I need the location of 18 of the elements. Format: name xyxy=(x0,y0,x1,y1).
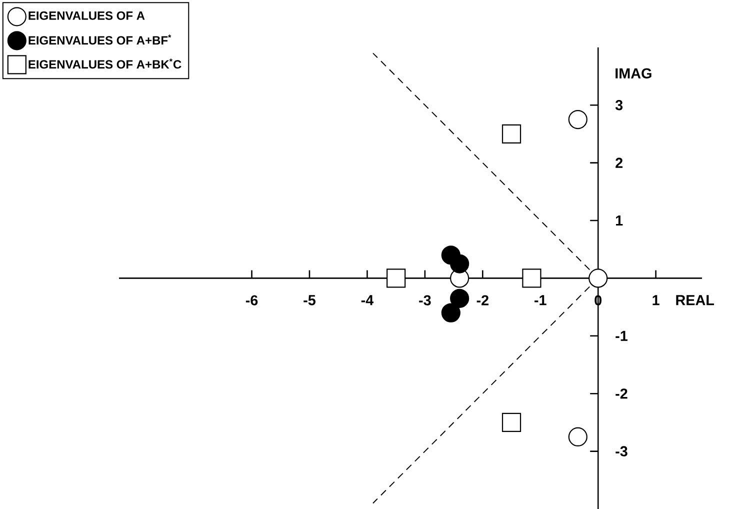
x-tick-label: -4 xyxy=(361,295,374,306)
y-tick-label: -3 xyxy=(616,446,628,456)
y-axis-title: IMAG xyxy=(616,68,652,78)
y-tick-label: 3 xyxy=(615,100,623,110)
x-tick-label: -1 xyxy=(534,295,546,306)
x-tick-label: -2 xyxy=(476,295,488,306)
y-tick-label: -1 xyxy=(616,330,628,341)
y-tick-label: 2 xyxy=(616,158,623,168)
legend-label: EIGENVALUES OF A+BF$^{*}$ xyxy=(28,34,172,45)
y-tick-label: -2 xyxy=(616,388,628,399)
legend-label: EIGENVALUES OF A+BK$^{*}$C xyxy=(28,58,182,69)
legend-label: EIGENVALUES OF A xyxy=(28,11,145,20)
x-tick-label: -3 xyxy=(419,295,431,306)
y-tick-label: 1 xyxy=(616,216,623,226)
x-tick-label: -5 xyxy=(304,295,316,306)
x-tick-label: -6 xyxy=(246,295,258,306)
x-axis-title: REAL xyxy=(676,295,714,306)
x-tick-label: 1 xyxy=(652,295,660,306)
